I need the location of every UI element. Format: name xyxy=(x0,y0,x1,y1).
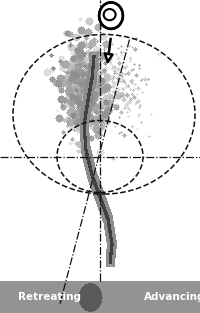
Ellipse shape xyxy=(104,9,116,20)
Ellipse shape xyxy=(100,3,122,28)
Text: Retreating: Retreating xyxy=(18,292,81,302)
Text: Advancing: Advancing xyxy=(144,292,200,302)
